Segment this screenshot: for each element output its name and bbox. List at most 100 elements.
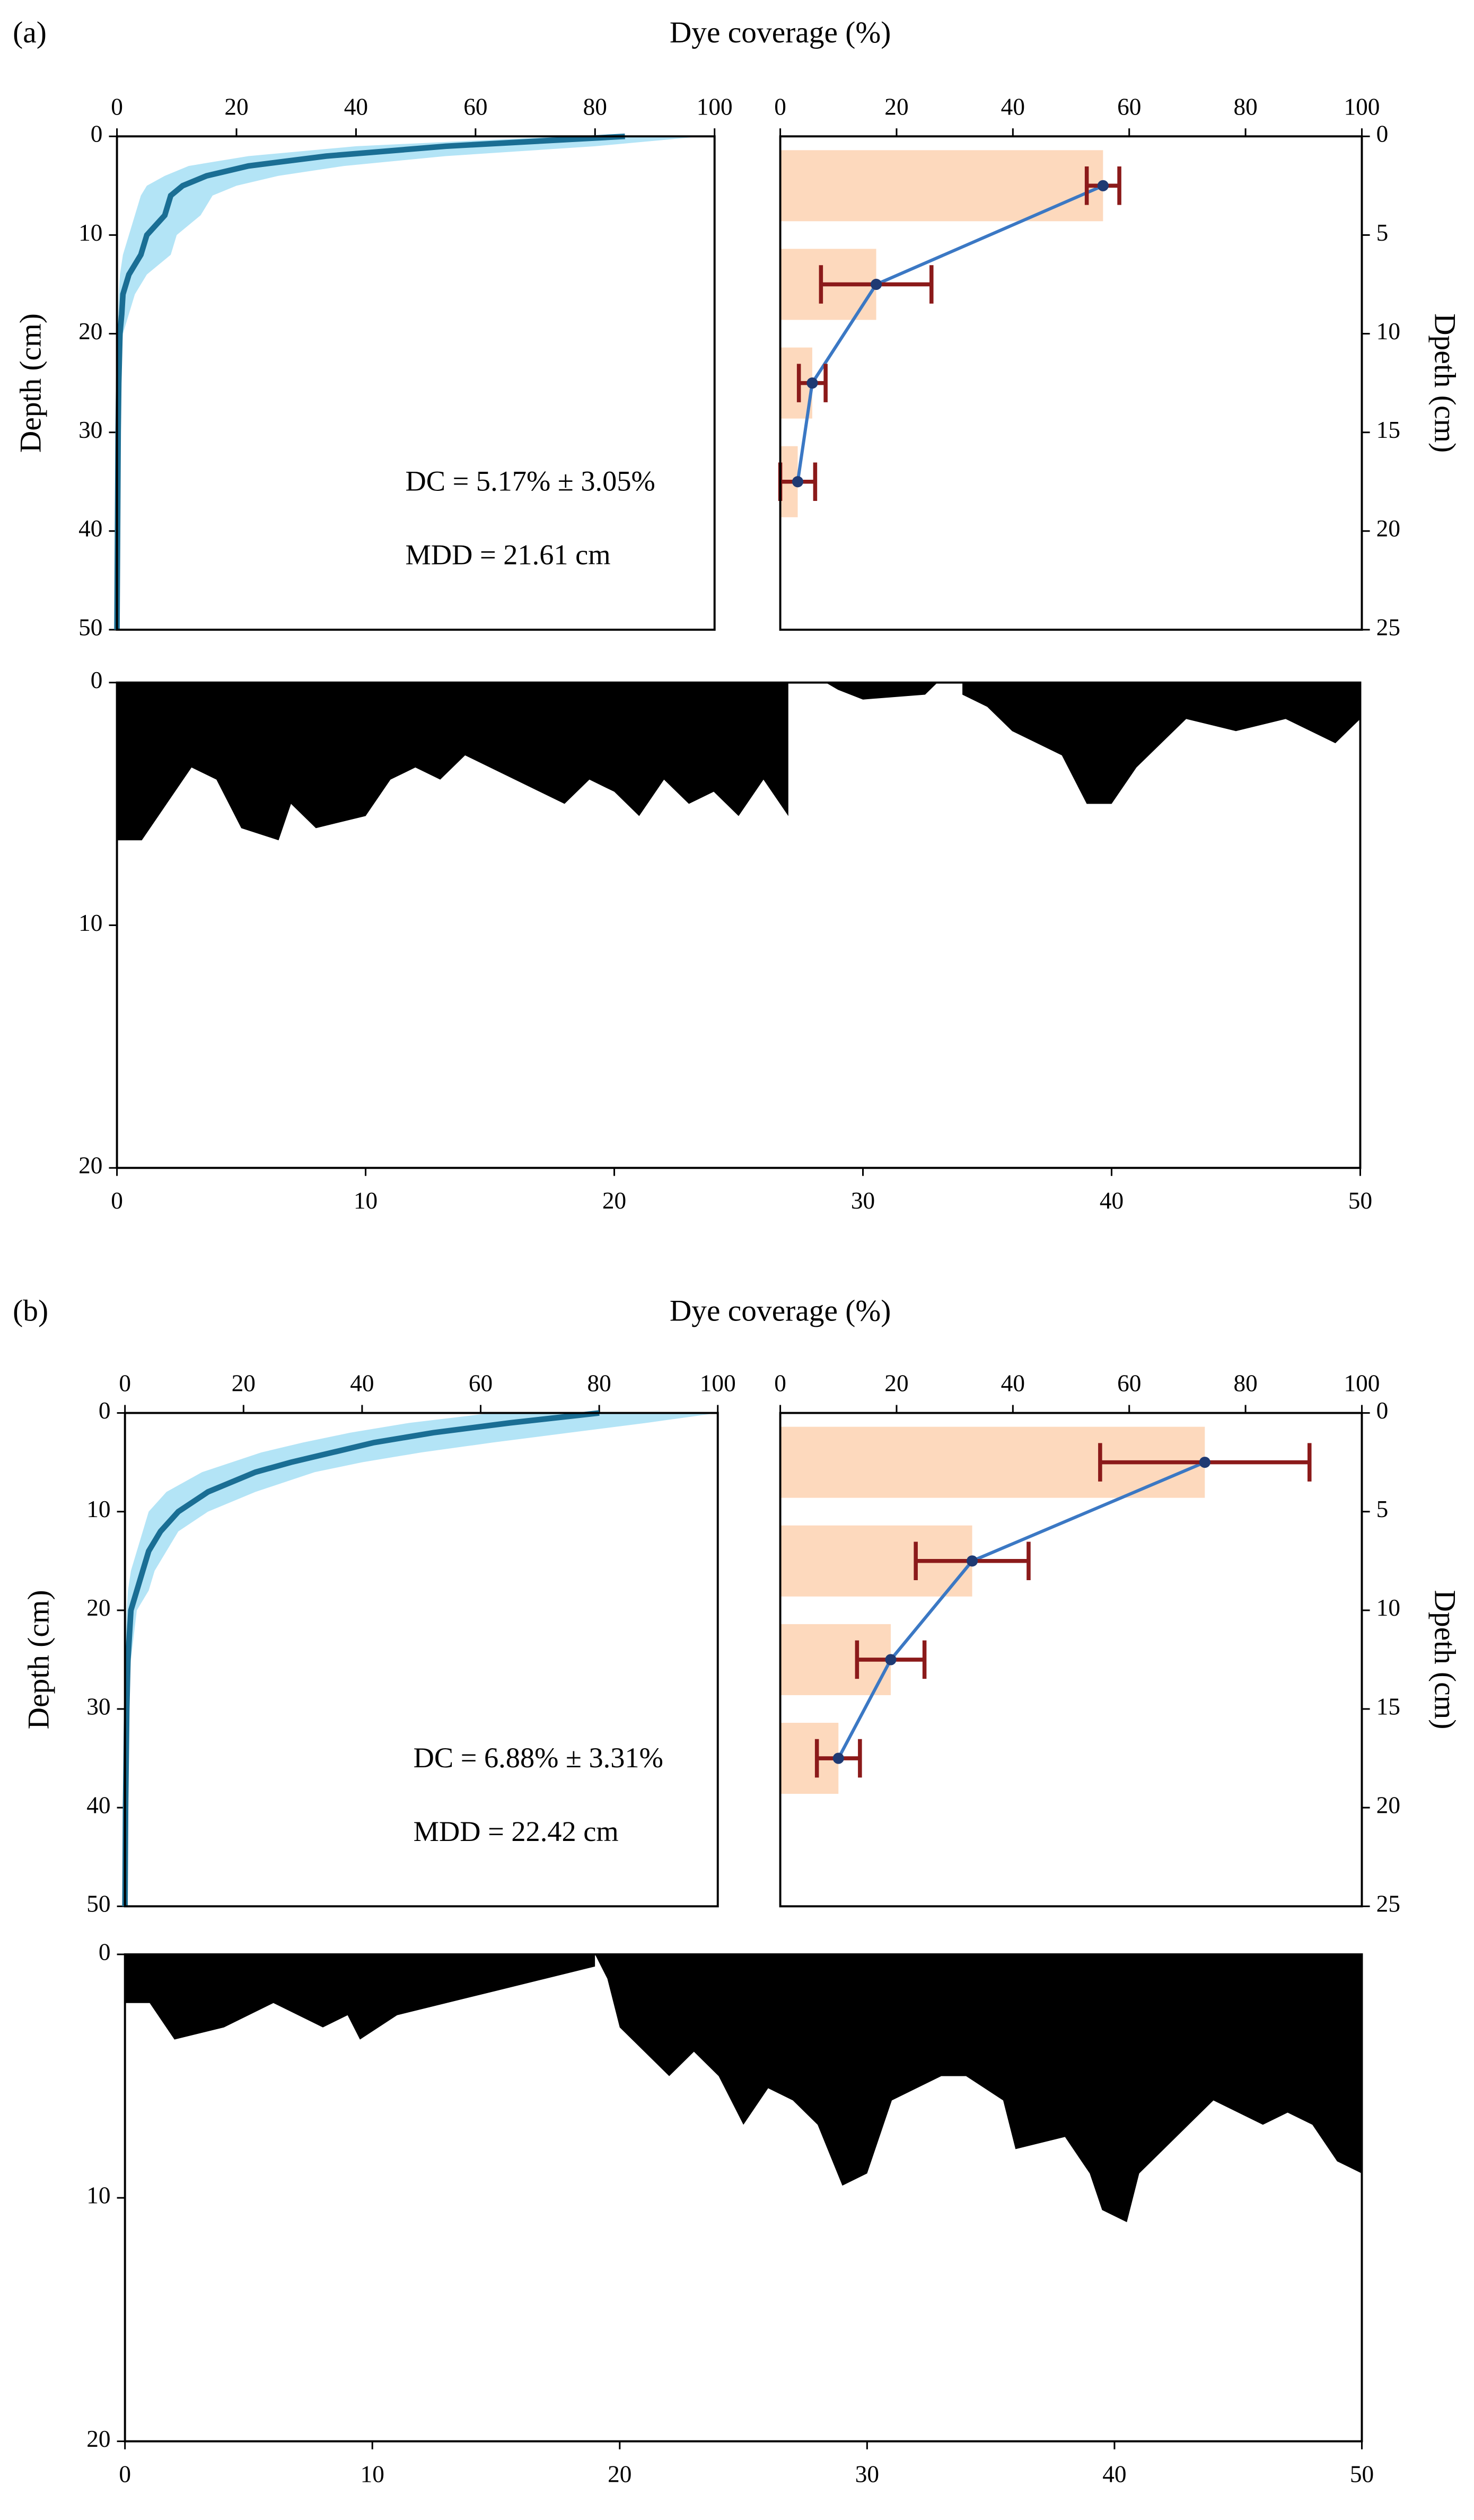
- y-tick-label: 5: [1376, 1496, 1389, 1522]
- y-tick-label: 20: [78, 1152, 102, 1179]
- x-tick-label: 20: [608, 2461, 631, 2487]
- plot-frame: [779, 1412, 1363, 1908]
- x-tick-label: 100: [697, 93, 733, 120]
- x-tick-label: 100: [700, 1370, 736, 1397]
- point: [792, 476, 804, 488]
- y-tick-label: 10: [86, 1496, 110, 1522]
- y-tick-label: 10: [1376, 318, 1400, 345]
- plot-frame: [116, 135, 716, 631]
- x-tick-label: 20: [884, 1370, 908, 1397]
- point: [832, 1752, 844, 1764]
- annotation: MDD = 21.61 cm: [405, 539, 610, 570]
- point: [1097, 180, 1109, 191]
- trend-line: [796, 184, 1104, 482]
- x-tick-label: 0: [119, 2461, 131, 2487]
- plot-frame: [124, 1412, 719, 1908]
- y-axis-title: Dpeth (cm): [1428, 313, 1461, 453]
- y-tick-label: 10: [86, 2182, 110, 2209]
- x-axis-title: Dye coverage (%): [670, 16, 891, 49]
- annotation: DC = 5.17% ± 3.05%: [405, 465, 655, 497]
- annotation: MDD = 22.42 cm: [414, 1816, 619, 1847]
- plot-frame: [124, 1953, 1363, 2443]
- x-tick-label: 0: [119, 1370, 131, 1397]
- x-tick-label: 0: [111, 1187, 123, 1214]
- x-tick-label: 80: [1233, 93, 1257, 120]
- y-tick-label: 5: [1376, 219, 1389, 246]
- point: [885, 1654, 897, 1666]
- y-tick-label: 50: [86, 1891, 110, 1917]
- mean-line: [122, 1410, 600, 1907]
- band: [117, 136, 703, 630]
- y-tick-label: 0: [1376, 1397, 1389, 1424]
- mean-line: [114, 133, 625, 630]
- y-axis-title: Depth (cm): [22, 1590, 56, 1729]
- y-tick-label: 15: [1376, 1693, 1400, 1720]
- y-tick-label: 40: [86, 1792, 110, 1819]
- y-tick-label: 25: [1376, 1891, 1400, 1917]
- x-tick-label: 20: [602, 1187, 626, 1214]
- y-tick-label: 50: [78, 614, 102, 640]
- x-tick-label: 30: [851, 1187, 875, 1214]
- x-tick-label: 10: [354, 1187, 378, 1214]
- y-tick-label: 40: [78, 515, 102, 542]
- x-tick-label: 40: [1100, 1187, 1124, 1214]
- plot-frame: [779, 135, 1363, 631]
- x-tick-label: 60: [1117, 93, 1141, 120]
- y-tick-label: 0: [91, 667, 103, 693]
- y-axis-title: Depth (cm): [14, 313, 48, 453]
- y-tick-label: 20: [1376, 515, 1400, 542]
- y-tick-label: 25: [1376, 614, 1400, 640]
- y-axis-title: Dpeth (cm): [1428, 1590, 1461, 1729]
- x-tick-label: 30: [855, 2461, 879, 2487]
- annotation: DC = 6.88% ± 3.31%: [414, 1742, 663, 1774]
- y-tick-label: 10: [1376, 1594, 1400, 1621]
- x-tick-label: 100: [1344, 1370, 1380, 1397]
- x-tick-label: 0: [774, 1370, 786, 1397]
- dye-stain: [117, 682, 788, 841]
- x-tick-label: 40: [350, 1370, 374, 1397]
- x-tick-label: 100: [1344, 93, 1380, 120]
- x-tick-label: 60: [463, 93, 487, 120]
- x-tick-label: 60: [1117, 1370, 1141, 1397]
- point: [806, 377, 818, 389]
- y-tick-label: 20: [86, 1594, 110, 1621]
- point: [966, 1555, 978, 1567]
- y-tick-label: 30: [86, 1693, 110, 1720]
- y-tick-label: 0: [99, 1939, 111, 1965]
- y-tick-label: 0: [1376, 121, 1389, 147]
- x-tick-label: 50: [1350, 2461, 1374, 2487]
- panel-label: (a): [13, 16, 47, 49]
- x-tick-label: 20: [884, 93, 908, 120]
- y-tick-label: 20: [86, 2426, 110, 2452]
- trend-line: [837, 1460, 1206, 1759]
- x-tick-label: 0: [111, 93, 123, 120]
- point: [870, 278, 882, 290]
- x-tick-label: 40: [1102, 2461, 1126, 2487]
- point: [1199, 1457, 1210, 1468]
- x-tick-label: 10: [361, 2461, 384, 2487]
- panel-label: (b): [13, 1294, 48, 1327]
- dye-stain: [962, 682, 1361, 804]
- x-tick-label: 20: [224, 93, 248, 120]
- x-axis-title: Dye coverage (%): [670, 1294, 891, 1327]
- dye-stain: [595, 1954, 1362, 2223]
- x-tick-label: 80: [1233, 1370, 1257, 1397]
- y-tick-label: 0: [99, 1397, 111, 1424]
- x-tick-label: 80: [587, 1370, 611, 1397]
- y-tick-label: 10: [78, 219, 102, 246]
- x-tick-label: 40: [1001, 93, 1025, 120]
- x-tick-label: 40: [1001, 1370, 1025, 1397]
- y-tick-label: 10: [78, 910, 102, 936]
- x-tick-label: 40: [344, 93, 368, 120]
- plot-frame: [116, 681, 1362, 1169]
- bar: [780, 150, 1103, 222]
- y-tick-label: 20: [78, 318, 102, 345]
- y-tick-label: 20: [1376, 1792, 1400, 1819]
- y-tick-label: 30: [78, 417, 102, 443]
- x-tick-label: 50: [1348, 1187, 1372, 1214]
- y-tick-label: 0: [91, 121, 103, 147]
- x-tick-label: 20: [232, 1370, 256, 1397]
